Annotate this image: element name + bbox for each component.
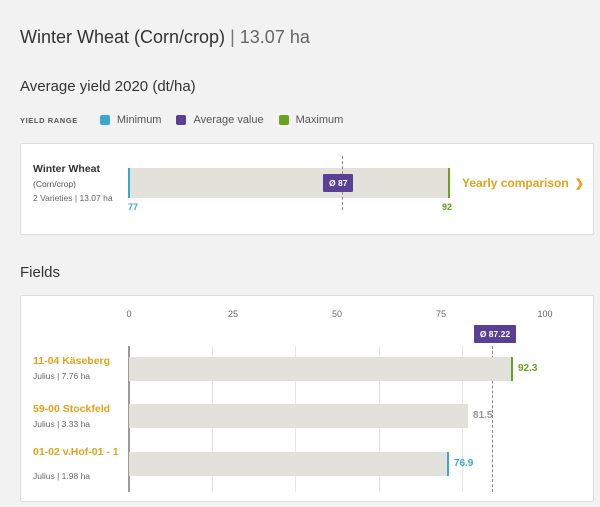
page-title-area: 13.07 ha xyxy=(239,27,310,47)
field-name[interactable]: 01-02 v.Hof-01 - 1 xyxy=(33,446,119,458)
yield-min-marker xyxy=(128,168,130,198)
yearly-comparison-link[interactable]: Yearly comparison ❯ xyxy=(462,176,584,190)
field-name[interactable]: 11-04 Käseberg xyxy=(33,355,111,367)
yield-section-title: Average yield 2020 (dt/ha) xyxy=(20,78,196,95)
field-name[interactable]: 59-00 Stockfeld xyxy=(33,403,111,415)
field-meta: Julius | 3.33 ha xyxy=(33,419,91,429)
x-tick-50: 50 xyxy=(331,309,343,319)
field-bar xyxy=(129,357,513,381)
x-tick-0: 0 xyxy=(126,309,132,319)
page-title-crop: Winter Wheat (Corn/crop) xyxy=(20,27,226,47)
fields-average-line xyxy=(491,346,493,492)
legend-item-average: Average value xyxy=(176,114,264,126)
yield-min-value: 77 xyxy=(128,202,139,212)
field-value-label: 92.3 xyxy=(517,363,538,374)
fields-section-title: Fields xyxy=(20,264,61,281)
yield-range-bar xyxy=(128,168,450,198)
legend-text-minimum: Minimum xyxy=(116,114,162,126)
page-title: Winter Wheat (Corn/crop) | 13.07 ha xyxy=(20,27,310,48)
legend-text-maximum: Maximum xyxy=(295,114,344,126)
yield-max-marker xyxy=(448,168,450,198)
yield-average-badge: Ø 87 xyxy=(323,174,354,192)
legend-label: YIELD RANGE xyxy=(20,115,78,125)
field-meta: Julius | 7.76 ha xyxy=(33,371,91,381)
x-tick-75: 75 xyxy=(435,309,447,319)
fields-average-badge: Ø 87.22 xyxy=(473,325,517,343)
field-bar-marker xyxy=(446,452,449,476)
legend-text-average: Average value xyxy=(193,114,264,126)
page-title-separator: | xyxy=(230,27,235,47)
legend-swatch-minimum xyxy=(99,115,110,125)
yield-legend: YIELD RANGE Minimum Average value Maximu… xyxy=(20,113,358,127)
legend-swatch-average xyxy=(176,115,187,125)
field-value-label: 81.5 xyxy=(473,410,493,421)
field-bar-marker xyxy=(466,404,469,428)
fields-chart-card: 0 25 50 75 100 Ø 87.22 11-04 Käseberg Ju… xyxy=(20,295,594,502)
legend-item-maximum: Maximum xyxy=(278,114,344,126)
crop-summary-card: Winter Wheat (Corn/crop) 2 Varieties | 1… xyxy=(20,143,594,235)
field-value-label: 76.9 xyxy=(453,458,474,469)
legend-item-minimum: Minimum xyxy=(99,114,162,126)
chevron-right-icon: ❯ xyxy=(574,178,584,190)
crop-meta: 2 Varieties | 13.07 ha xyxy=(33,193,113,203)
x-tick-100: 100 xyxy=(537,309,553,319)
crop-category: (Corn/crop) xyxy=(33,179,76,189)
field-bar xyxy=(129,404,469,428)
yield-max-value: 92 xyxy=(442,202,453,212)
field-bar-marker xyxy=(510,357,513,381)
yearly-comparison-label: Yearly comparison xyxy=(462,176,569,190)
x-tick-25: 25 xyxy=(227,309,239,319)
legend-swatch-maximum xyxy=(278,115,289,125)
field-bar xyxy=(129,452,449,476)
crop-name: Winter Wheat xyxy=(33,163,100,175)
field-meta: Julius | 1.98 ha xyxy=(33,471,91,481)
